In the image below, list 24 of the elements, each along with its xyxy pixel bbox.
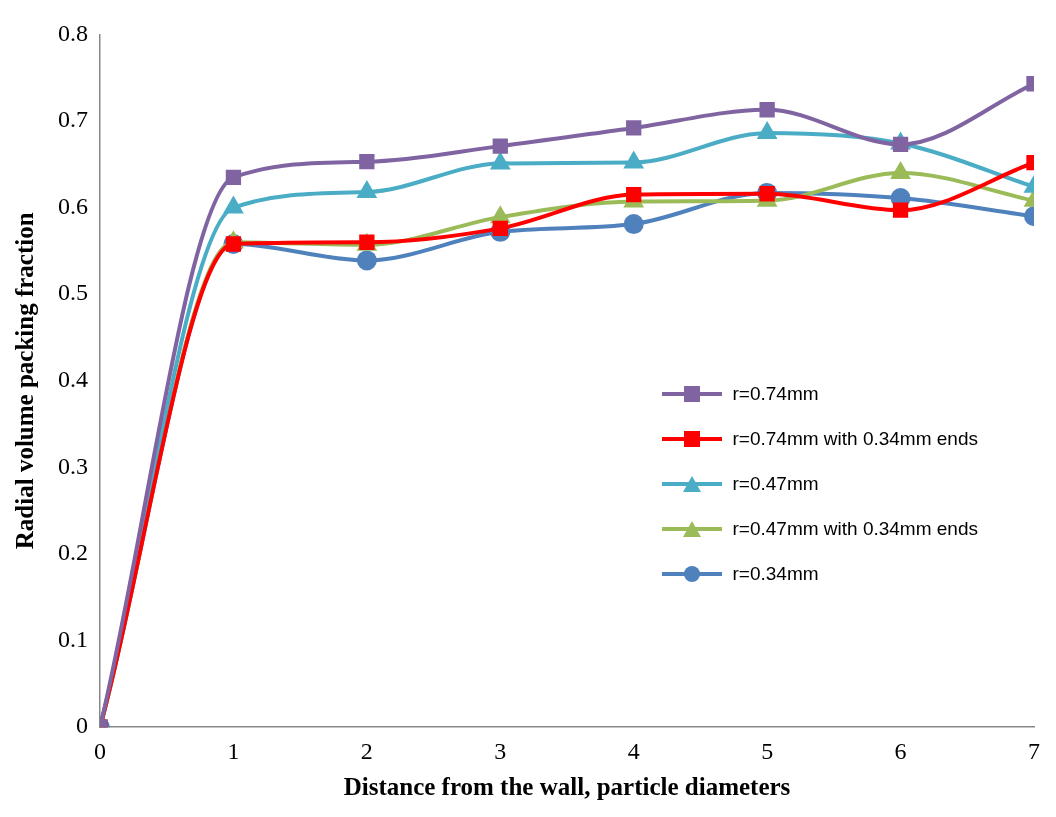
legend-label: r=0.47mm with 0.34mm ends (732, 518, 978, 539)
legend-label: r=0.74mm with 0.34mm ends (732, 428, 978, 449)
y-tick-label: 0.5 (58, 279, 88, 306)
y-tick-label: 0.4 (58, 366, 88, 393)
x-tick-label: 5 (761, 737, 774, 764)
legend-label: r=0.34mm (732, 563, 819, 584)
legend-label: r=0.74mm (732, 383, 819, 404)
y-tick-label: 0.2 (58, 539, 88, 566)
x-axis-title: Distance from the wall, particle diameters (343, 773, 791, 801)
x-tick-label: 1 (227, 737, 240, 764)
x-tick-label: 7 (1028, 737, 1040, 764)
y-tick-label: 0.7 (58, 106, 88, 133)
y-tick-label: 0.8 (58, 19, 88, 46)
x-tick-label: 3 (494, 737, 507, 764)
x-tick-label: 2 (360, 737, 373, 764)
y-tick-label: 0.6 (58, 192, 88, 219)
x-tick-label: 4 (627, 737, 640, 764)
y-axis-title: Radial volume packing fraction (11, 212, 39, 550)
x-tick-label: 6 (894, 737, 907, 764)
legend-label: r=0.47mm (732, 473, 819, 494)
y-tick-label: 0 (76, 712, 88, 739)
y-tick-label: 0.1 (58, 625, 88, 652)
y-tick-label: 0.3 (58, 452, 88, 479)
x-tick-label: 0 (94, 737, 106, 764)
